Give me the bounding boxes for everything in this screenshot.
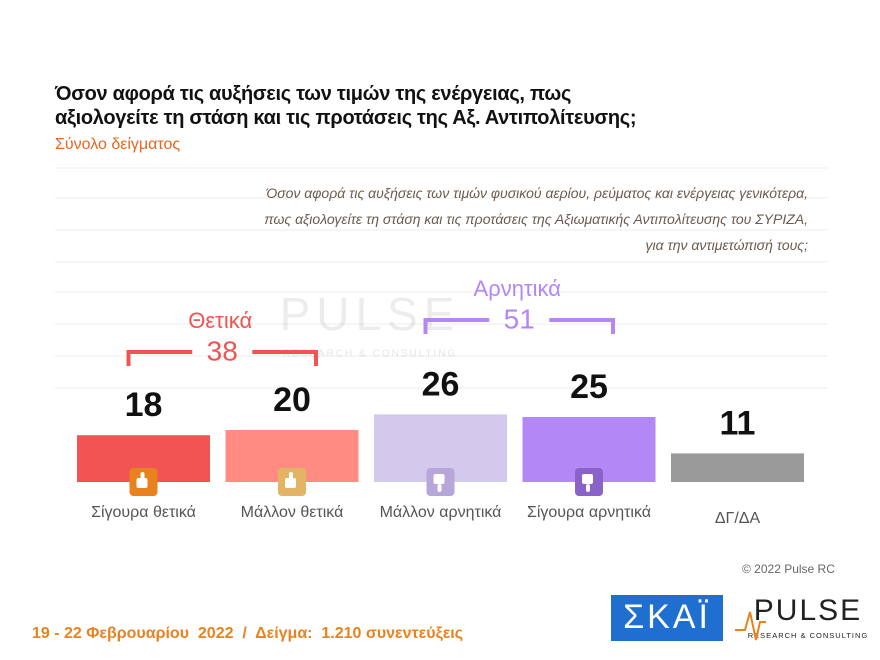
icon-thumb bbox=[586, 484, 590, 492]
group-value: 51 bbox=[504, 303, 535, 334]
icon bbox=[426, 468, 455, 496]
pulse-tagline: RESEARCH & CONSULTING bbox=[748, 631, 868, 640]
icon-thumb bbox=[136, 478, 148, 488]
chart-title: Όσον αφορά τις αυξήσεις των τιμών της εν… bbox=[55, 83, 637, 129]
icon-thumb bbox=[289, 472, 293, 480]
question-line: για την αντιμετώπισή τους; bbox=[645, 237, 808, 253]
value-label: 25 bbox=[570, 368, 608, 406]
question-line: πως αξιολογείτε τη στάση και τις προτάσε… bbox=[264, 211, 808, 227]
icon bbox=[278, 468, 306, 496]
x-tick-label: Σίγουρα θετικά bbox=[91, 504, 196, 521]
icon-thumb bbox=[285, 478, 296, 488]
footer: 19 - 22 Φεβρουαρίου 2022 / Δείγμα: 1.210… bbox=[32, 625, 464, 642]
icon-thumb bbox=[582, 474, 593, 484]
value-label: 26 bbox=[422, 365, 460, 403]
copyright: © 2022 Pulse RC bbox=[742, 562, 835, 576]
icon bbox=[575, 468, 603, 496]
question-line: Όσον αφορά τις αυξήσεις των τιμών φυσικο… bbox=[266, 185, 808, 201]
watermark: PULSE bbox=[280, 288, 461, 340]
value-label: 20 bbox=[273, 381, 311, 419]
value-label: 18 bbox=[125, 386, 163, 424]
group-label: Θετικά bbox=[188, 308, 252, 333]
x-tick-label: Σίγουρα αρνητικά bbox=[526, 504, 652, 521]
question: Όσον αφορά τις αυξήσεις των τιμών φυσικο… bbox=[264, 180, 808, 258]
bracket bbox=[126, 350, 318, 366]
skai-logo-bg bbox=[611, 595, 723, 641]
skai-logo: ΣΚΑΪ bbox=[623, 598, 711, 636]
bar bbox=[671, 453, 804, 482]
icon bbox=[129, 468, 158, 496]
x-tick-label: Μάλλον αρνητικά bbox=[379, 504, 502, 521]
x-tick-label: ΔΓ/ΔΑ bbox=[714, 510, 761, 527]
chart-subtitle: Σύνολο δείγματος bbox=[55, 136, 181, 153]
value-label: 11 bbox=[720, 404, 756, 442]
group-label: Αρνητικά bbox=[474, 276, 562, 301]
pulse-logo: PULSE bbox=[754, 594, 862, 627]
pulse-wave bbox=[735, 611, 766, 641]
watermark: RESEARCH & CONSULTING bbox=[283, 349, 458, 360]
x-tick-label: Μάλλον θετικά bbox=[240, 504, 344, 521]
group-value: 38 bbox=[207, 335, 238, 366]
icon-thumb bbox=[437, 484, 442, 492]
icon-thumb bbox=[433, 474, 445, 484]
icon-thumb bbox=[140, 472, 145, 480]
bracket bbox=[423, 318, 615, 334]
